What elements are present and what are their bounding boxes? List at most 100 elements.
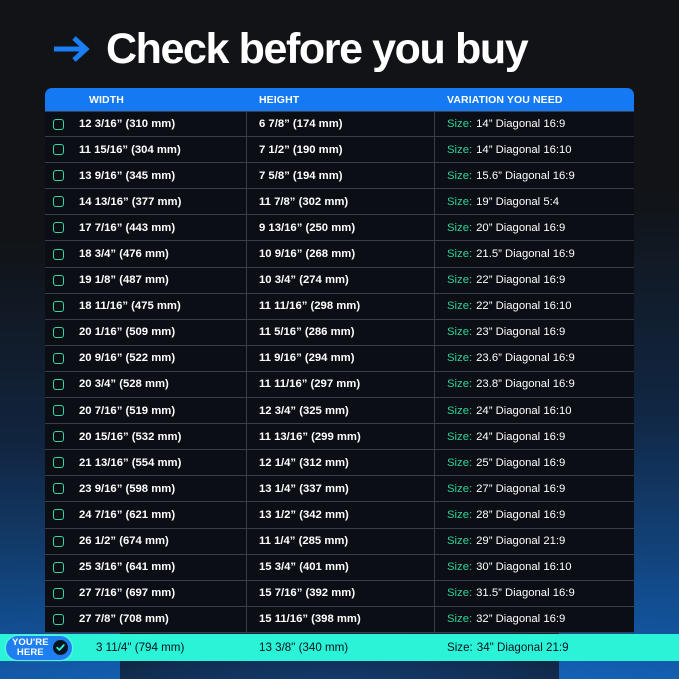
table-row[interactable]: 19 1/8” (487 mm) 10 3/4” (274 mm) Size: 22”… [45, 267, 634, 294]
height-value: 15 11/16” (398 mm) [259, 613, 361, 626]
cell-variation: Size: 28” Diagonal 16:9 [435, 502, 634, 527]
row-checkbox[interactable] [53, 483, 64, 495]
row-checkbox[interactable] [53, 144, 64, 156]
cell-variation: Size: 34" Diagonal 21:9 [435, 634, 634, 661]
cell-height: 15 7/16” (392 mm) [247, 580, 435, 606]
table-row[interactable]: 20 7/16” (519 mm) 12 3/4” (325 mm) Size: 24… [45, 398, 634, 425]
table-row[interactable]: 11 15/16” (304 mm) 7 1/2” (190 mm) Size: 14… [45, 137, 634, 164]
cell-width: 25 3/16” (641 mm) [45, 554, 247, 580]
table-body: 12 3/16” (310 mm) 6 7/8” (174 mm) Size: 14”… [0, 111, 679, 661]
height-value: 7 1/2” (190 mm) [259, 143, 343, 156]
variation-value: 24” Diagonal 16:10 [476, 404, 572, 417]
variation-value: 19” Diagonal 5:4 [476, 195, 560, 208]
row-checkbox[interactable] [53, 613, 64, 625]
column-header-variation: VARIATION YOU NEED [447, 93, 563, 106]
cell-width: 19 1/8” (487 mm) [45, 267, 247, 293]
table-row[interactable]: 20 9/16” (522 mm) 11 9/16” (294 mm) Size: 2… [45, 345, 634, 372]
row-checkbox[interactable] [53, 457, 64, 469]
height-value: 11 11/16” (297 mm) [259, 378, 361, 391]
height-value: 6 7/8” (174 mm) [259, 118, 343, 131]
cell-variation: Size: 23” Diagonal 16:9 [435, 320, 634, 345]
cell-variation: Size: 23.6” Diagonal 16:9 [435, 346, 634, 371]
table-row[interactable]: 18 11/16” (475 mm) 11 11/16” (298 mm) Size… [45, 293, 634, 320]
width-value: 14 13/16” (377 mm) [79, 195, 182, 208]
row-checkbox[interactable] [53, 352, 64, 364]
table-row[interactable]: 25 3/16” (641 mm) 15 3/4” (401 mm) Size: 30… [45, 554, 634, 581]
row-checkbox[interactable] [53, 196, 64, 208]
cell-variation: Size: 32” Diagonal 16:9 [435, 607, 634, 632]
cell-height: 10 3/4” (274 mm) [247, 267, 435, 293]
size-label: Size: [447, 482, 473, 495]
table-row[interactable]: 13 9/16” (345 mm) 7 5/8” (194 mm) Size: 15.… [45, 163, 634, 190]
cell-variation: Size: 23.8” Diagonal 16:9 [435, 372, 634, 397]
table-row[interactable]: 23 9/16” (598 mm) 13 1/4” (337 mm) Size: 27… [45, 476, 634, 503]
cell-variation: Size: 22” Diagonal 16:9 [435, 268, 634, 293]
row-checkbox[interactable] [53, 509, 64, 521]
table-row-current[interactable]: YOU'RE HERE 3 11/4" (794 mm) 13 3/8" (340 m… [0, 634, 679, 661]
variation-value: 25” Diagonal 16:9 [476, 456, 566, 469]
height-value: 11 11/16” (298 mm) [259, 300, 361, 313]
cell-variation: Size: 21.5” Diagonal 16:9 [435, 241, 634, 266]
variation-value: 29” Diagonal 21:9 [476, 535, 566, 548]
height-value: 7 5/8” (194 mm) [259, 169, 343, 182]
row-checkbox[interactable] [53, 274, 64, 286]
table-row[interactable]: 17 7/16” (443 mm) 9 13/16” (250 mm) Size: 2… [45, 215, 634, 242]
row-checkbox[interactable] [53, 326, 64, 338]
cell-width: 20 15/16” (532 mm) [45, 424, 247, 450]
row-checkbox[interactable] [53, 300, 64, 312]
row-checkbox[interactable] [53, 170, 64, 182]
variation-value: 20” Diagonal 16:9 [476, 221, 566, 234]
table-row[interactable]: 26 1/2” (674 mm) 11 1/4” (285 mm) Size: 29”… [45, 528, 634, 555]
row-checkbox[interactable] [53, 378, 64, 390]
table-row[interactable]: 18 3/4” (476 mm) 10 9/16” (268 mm) Size: 21… [45, 241, 634, 268]
height-value: 9 13/16” (250 mm) [259, 221, 356, 234]
variation-value: 24” Diagonal 16:9 [476, 430, 566, 443]
table-row[interactable]: 24 7/16” (621 mm) 13 1/2” (342 mm) Size: 28… [45, 502, 634, 529]
width-value: 19 1/8” (487 mm) [79, 274, 169, 287]
height-value: 11 5/16” (286 mm) [259, 326, 355, 339]
cell-variation: Size: 27” Diagonal 16:9 [435, 476, 634, 501]
height-value: 11 13/16” (299 mm) [259, 430, 361, 443]
size-label: Size: [447, 561, 473, 574]
column-header-width: WIDTH [89, 93, 124, 106]
table-row[interactable]: 20 15/16” (532 mm) 11 13/16” (299 mm) Size… [45, 424, 634, 451]
row-checkbox[interactable] [53, 248, 64, 260]
table-row[interactable]: 14 13/16” (377 mm) 11 7/8” (302 mm) Size: 1… [45, 189, 634, 216]
row-checkbox[interactable] [53, 561, 64, 573]
width-value: 3 11/4" (794 mm) [96, 641, 185, 654]
size-label: Size: [447, 587, 473, 600]
cell-variation: Size: 22” Diagonal 16:10 [435, 294, 634, 319]
table-row[interactable]: 20 3/4” (528 mm) 11 11/16” (297 mm) Size: 2… [45, 371, 634, 399]
table-row[interactable]: 20 1/16” (509 mm) 11 5/16” (286 mm) Size: 2… [45, 319, 634, 346]
table-row[interactable]: 12 3/16” (310 mm) 6 7/8” (174 mm) Size: 14”… [45, 111, 634, 138]
cell-width: 18 11/16” (475 mm) [45, 293, 247, 319]
check-circle-icon [52, 640, 68, 655]
variation-value: 23.8” Diagonal 16:9 [476, 378, 575, 391]
row-checkbox[interactable] [53, 222, 64, 234]
row-checkbox[interactable] [53, 118, 64, 130]
table-row[interactable]: 21 13/16” (554 mm) 12 1/4” (312 mm) Size: 2… [45, 450, 634, 477]
row-checkbox[interactable] [53, 535, 64, 547]
size-label: Size: [447, 118, 473, 131]
cell-width: 27 7/16” (697 mm) [45, 580, 247, 606]
cell-width: 18 3/4” (476 mm) [45, 241, 247, 267]
table-row[interactable]: 27 7/16” (697 mm) 15 7/16” (392 mm) Size: 3… [45, 580, 634, 607]
cell-variation: Size: 14” Diagonal 16:9 [435, 112, 634, 136]
cell-height: 11 9/16” (294 mm) [247, 345, 435, 371]
cell-width: 20 3/4” (528 mm) [45, 371, 247, 398]
row-checkbox[interactable] [53, 405, 64, 417]
variation-value: 31.5” Diagonal 16:9 [476, 587, 575, 600]
size-label: Size: [447, 613, 473, 626]
youre-here-badge: YOU'RE HERE [6, 635, 72, 660]
size-label: Size: [447, 508, 473, 521]
size-label: Size: [447, 274, 473, 287]
height-value: 13 1/2” (342 mm) [259, 508, 349, 521]
row-checkbox[interactable] [53, 587, 64, 599]
row-checkbox[interactable] [53, 431, 64, 443]
page-title: Check before you buy [106, 24, 529, 73]
table-row[interactable]: 27 7/8” (708 mm) 15 11/16” (398 mm) Size: 3… [45, 606, 634, 633]
size-label: Size: [447, 143, 473, 156]
variation-value: 32” Diagonal 16:9 [476, 613, 566, 626]
size-label: Size: [447, 535, 473, 548]
cell-height: 9 13/16” (250 mm) [247, 215, 435, 241]
